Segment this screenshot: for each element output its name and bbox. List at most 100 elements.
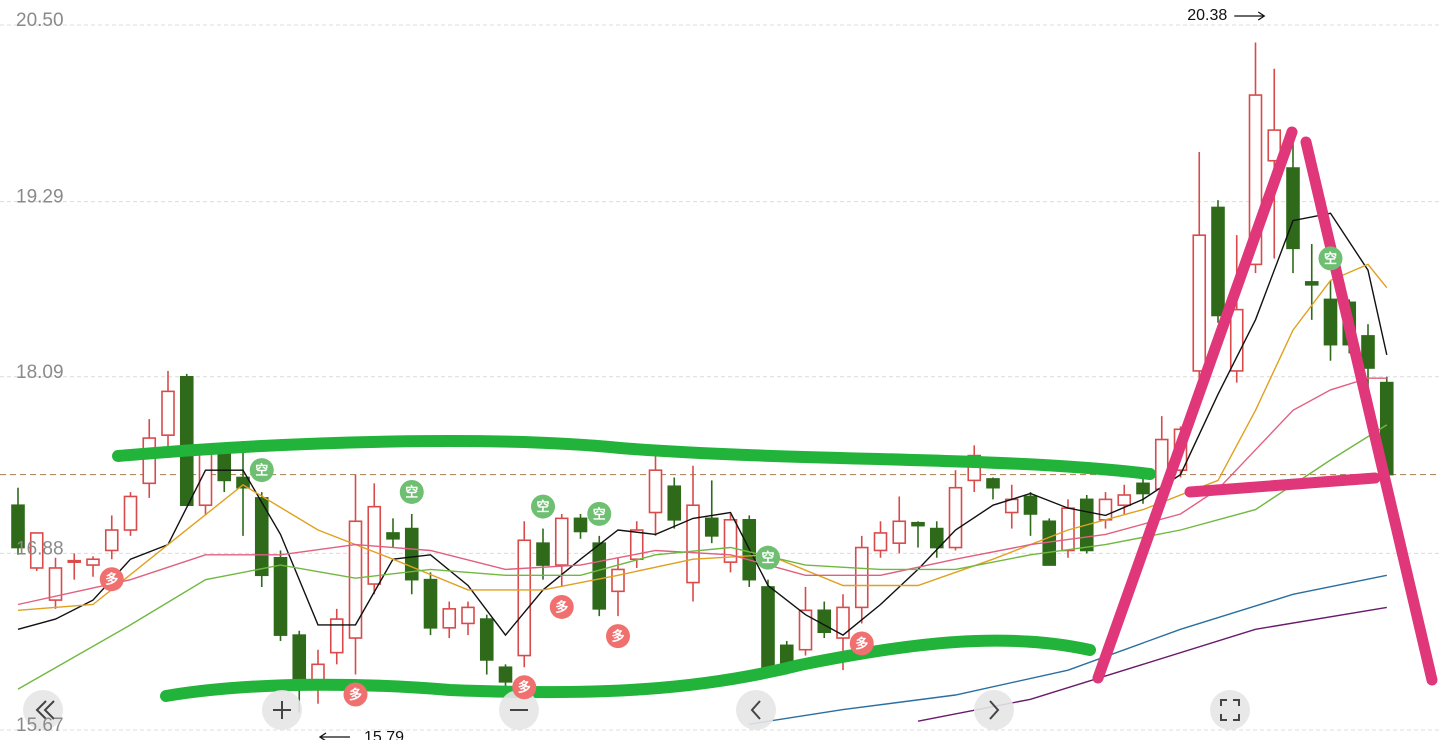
signal-label: 空 <box>405 484 418 499</box>
signal-marker: 多 <box>849 631 874 656</box>
signal-bubble <box>512 675 537 700</box>
candle-body <box>11 504 25 549</box>
annotations <box>112 126 1438 702</box>
signal-bubble <box>756 545 780 570</box>
y-tick-label: 18.09 <box>16 362 64 383</box>
signal-label: 多 <box>105 572 118 587</box>
signal-marker: 多 <box>606 624 630 649</box>
candle-body <box>554 517 569 566</box>
candle-body <box>686 504 700 584</box>
scroll-left-button[interactable] <box>736 690 776 730</box>
signal-marker: 多 <box>343 682 368 707</box>
candle-body <box>873 532 888 552</box>
scroll-right-button[interactable] <box>974 690 1014 730</box>
candle-body <box>217 453 232 482</box>
y-tick-label: 15.67 <box>16 715 64 736</box>
signal-marker: 多 <box>512 675 537 700</box>
candle-body <box>761 586 775 669</box>
candle-body <box>611 568 625 593</box>
candle-body <box>1267 129 1282 162</box>
candle-body <box>236 476 250 489</box>
candle-body <box>1098 498 1113 521</box>
fullscreen-button[interactable] <box>1210 690 1250 730</box>
moving-average-line <box>17 377 1387 606</box>
signal-bubble <box>343 682 368 707</box>
signal-marker: 多 <box>99 567 124 592</box>
zoom-in-button[interactable] <box>262 690 302 730</box>
signal-marker: 空 <box>531 494 555 519</box>
candle-body <box>911 521 925 527</box>
plot <box>11 42 1394 725</box>
candle-body <box>329 618 344 654</box>
signal-bubble <box>531 494 555 519</box>
candle-body <box>1136 482 1150 495</box>
signal-bubble <box>399 479 424 504</box>
y-tick-label: 19.29 <box>16 187 64 208</box>
signal-bubble <box>99 567 124 592</box>
candle-body <box>1211 206 1225 317</box>
candle-body <box>404 527 419 581</box>
signal-label: 空 <box>1324 251 1337 266</box>
signal-bubble <box>1318 246 1343 271</box>
candle-body <box>648 469 663 514</box>
candle-body <box>854 546 869 609</box>
candle-body <box>123 495 138 531</box>
grid <box>0 24 1440 731</box>
candle-body <box>461 606 475 625</box>
y-tick-label: 20.50 <box>16 10 64 31</box>
candle-body <box>161 390 175 436</box>
candle-body <box>948 486 963 549</box>
candle-body <box>179 375 194 507</box>
moving-average-line <box>17 263 1388 611</box>
low-arrow <box>318 732 350 740</box>
candle-body <box>536 542 550 566</box>
signal-bubble <box>849 631 874 656</box>
zoom-out-button[interactable] <box>499 690 539 730</box>
signal-label: 空 <box>593 506 606 521</box>
candle-body <box>479 618 494 661</box>
candle-body <box>1192 234 1207 372</box>
y-tick-label: 16.88 <box>16 538 64 559</box>
signal-label: 多 <box>555 599 568 614</box>
scroll-left-far-button[interactable] <box>23 690 63 730</box>
candle-body <box>273 556 288 636</box>
candle-body <box>348 520 363 639</box>
signal-label: 空 <box>255 463 268 478</box>
candle-body <box>704 517 719 537</box>
candle-body <box>386 532 400 540</box>
candle-body <box>892 520 907 544</box>
candle-body <box>986 478 1000 489</box>
signal-marker: 空 <box>399 479 424 504</box>
toolbar <box>23 690 1250 730</box>
candle-body <box>1323 298 1338 346</box>
signal-bubble <box>587 501 612 526</box>
moving-average-line <box>17 424 1388 690</box>
candle-body <box>929 527 944 549</box>
candle-body <box>1361 335 1375 369</box>
low-label: 15.79 <box>364 729 404 740</box>
signal-marker: 空 <box>587 501 612 526</box>
signal-bubble <box>249 458 274 483</box>
moving-average-line <box>17 212 1388 637</box>
signal-bubble <box>549 594 574 619</box>
candle-body <box>104 529 119 552</box>
drawn-peak <box>1092 126 1438 686</box>
signal-label: 多 <box>349 687 362 702</box>
signal-marker: 空 <box>756 545 780 570</box>
candle-body <box>86 558 100 566</box>
candle-body <box>836 606 850 639</box>
candle-body <box>67 559 82 563</box>
signal-label: 多 <box>518 680 531 695</box>
candle-body <box>1023 495 1038 515</box>
candle-body <box>498 666 513 683</box>
signal-label: 多 <box>611 629 624 644</box>
candle-body <box>592 542 607 610</box>
high-arrow <box>1234 11 1266 21</box>
candle-body <box>423 578 438 629</box>
candle-body <box>1286 167 1300 250</box>
candle-body <box>442 608 457 629</box>
candle-body <box>1229 308 1244 372</box>
signal-bubble <box>606 624 630 649</box>
candle-body <box>723 519 738 563</box>
